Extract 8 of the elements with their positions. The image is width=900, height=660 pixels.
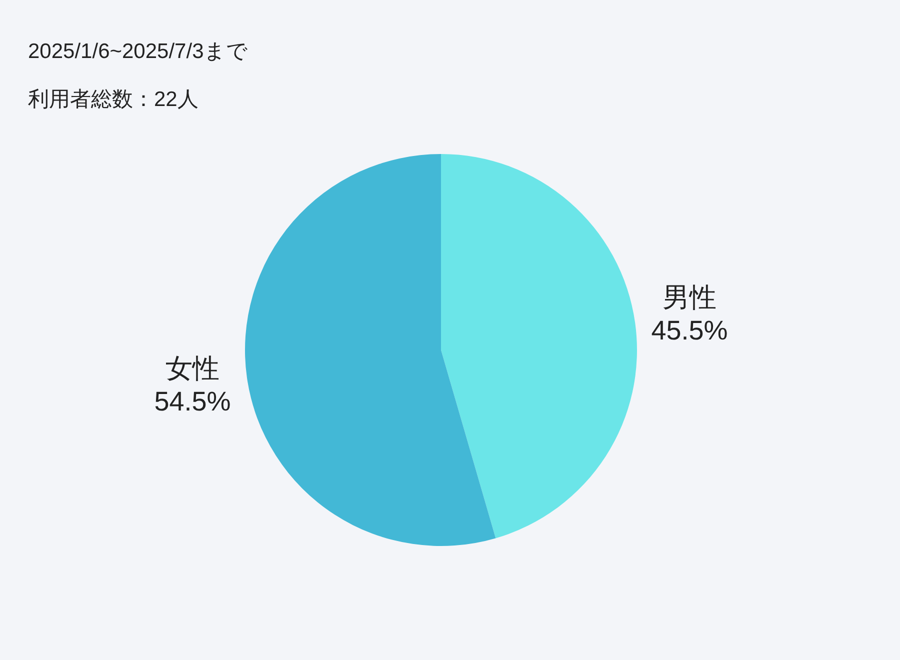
data-label: 54.5% <box>154 386 231 416</box>
slice-label: 女性 <box>166 353 220 384</box>
pie-slice <box>441 154 637 538</box>
data-label: 45.5% <box>651 316 728 346</box>
slice-label: 男性 <box>662 282 716 313</box>
chart-title: 2025/1/6~2025/7/3まで <box>28 40 248 63</box>
pie-slice <box>245 154 496 546</box>
chart-subtitle: 利用者総数：22人 <box>28 88 198 111</box>
